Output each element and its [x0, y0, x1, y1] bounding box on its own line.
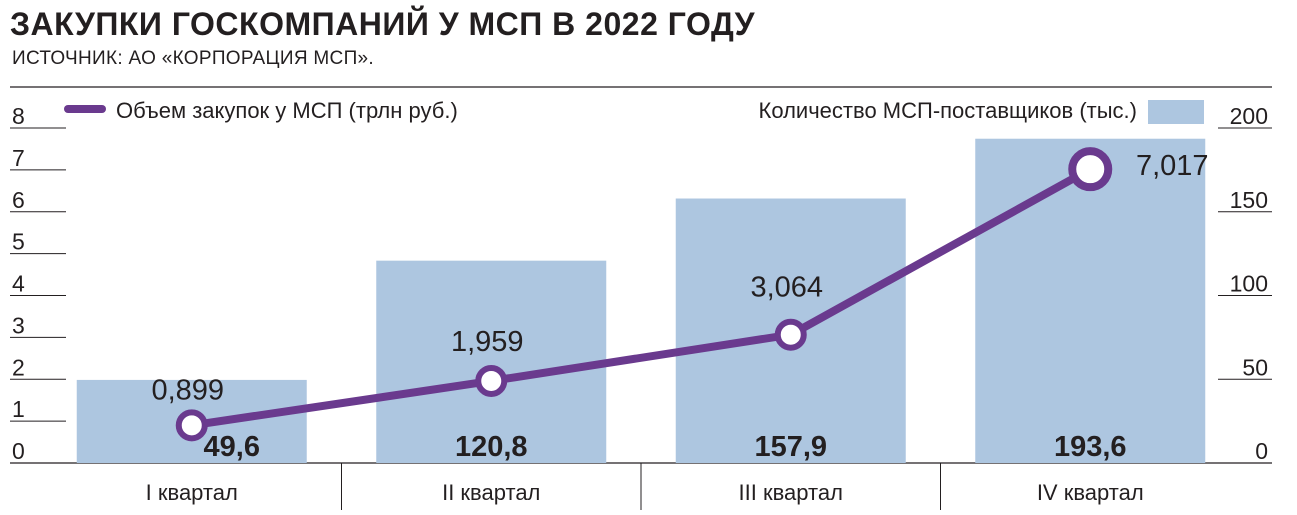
right-tick-label: 150: [1230, 187, 1268, 213]
chart-source: ИСТОЧНИК: АО «КОРПОРАЦИЯ МСП».: [12, 48, 374, 69]
bar: [975, 138, 1206, 463]
right-tick-label: 50: [1242, 354, 1268, 380]
left-tick-label: 3: [12, 312, 25, 338]
bar: [376, 260, 607, 463]
left-tick-label: 4: [12, 271, 25, 297]
line-point: [175, 409, 208, 442]
chart-title: ЗАКУПКИ ГОСКОМПАНИЙ У МСП В 2022 ГОДУ: [10, 6, 756, 42]
bar-value-label: 120,8: [455, 431, 528, 463]
line-point: [475, 364, 508, 397]
left-tick-label: 1: [12, 396, 25, 422]
left-tick-label: 2: [12, 354, 25, 380]
line-value-label: 1,959: [451, 326, 524, 358]
line-value-label: 3,064: [750, 272, 823, 304]
series-line: [187, 165, 1095, 430]
category-label: III квартал: [739, 480, 843, 505]
axes-layer: 0 1 2 3 4 5 6 7 8 0 50 100 150 200 I квартал II квартал…: [10, 86, 1272, 510]
line-value-label: 0,899: [151, 374, 224, 406]
legend-bar-label: Количество МСП-поставщиков (тыс.): [759, 98, 1137, 123]
bars-layer: 49,6 120,8 157,9 193,6: [76, 138, 1206, 463]
category-label: I квартал: [146, 480, 238, 505]
bar-value-label: 193,6: [1054, 431, 1127, 463]
legend-layer: Объем закупок у МСП (трлн руб.) Количеств…: [64, 98, 1204, 124]
right-tick-label: 0: [1255, 438, 1268, 464]
line-layer: 0,899 1,959 3,064 7,017: [151, 147, 1209, 442]
left-tick-label: 5: [12, 229, 25, 255]
left-tick-label: 6: [12, 187, 25, 213]
bar-value-label: 49,6: [204, 431, 260, 463]
line-point: [774, 318, 807, 351]
left-tick-label: 0: [12, 438, 25, 464]
left-tick-label: 7: [12, 145, 25, 171]
legend-bar-swatch: [1148, 100, 1204, 124]
line-value-label: 7,017: [1136, 150, 1209, 182]
line-point: [1068, 147, 1113, 192]
category-label: II квартал: [442, 480, 540, 505]
bar-value-label: 157,9: [754, 431, 827, 463]
left-tick-label: 8: [12, 103, 25, 129]
right-tick-label: 100: [1230, 271, 1268, 297]
right-tick-label: 200: [1230, 103, 1268, 129]
legend-line-label: Объем закупок у МСП (трлн руб.): [116, 98, 458, 123]
category-label: IV квартал: [1037, 480, 1144, 505]
